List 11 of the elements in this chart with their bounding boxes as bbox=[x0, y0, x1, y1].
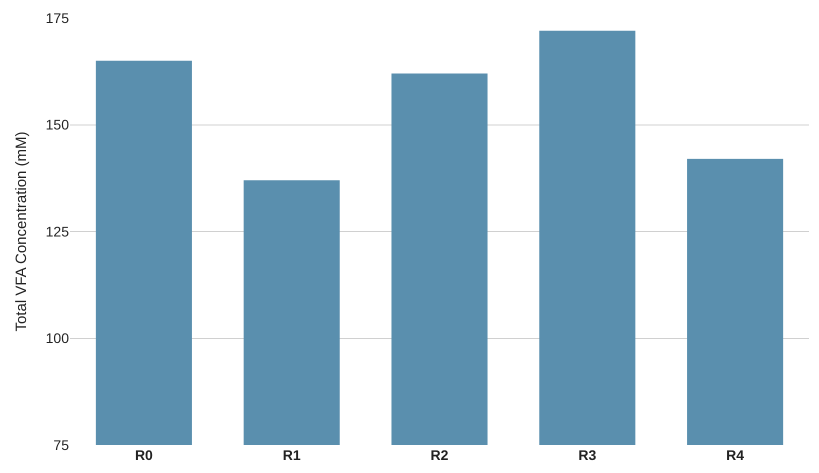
x-tick-label: R3 bbox=[578, 447, 596, 463]
x-tick-label: R4 bbox=[726, 447, 744, 463]
y-tick-label: 150 bbox=[46, 116, 70, 133]
x-tick-label: R2 bbox=[430, 447, 449, 463]
y-tick-label: 175 bbox=[46, 10, 70, 26]
y-axis-title: Total VFA Concentration (mM) bbox=[12, 131, 30, 332]
y-tick-label: 100 bbox=[46, 330, 70, 346]
y-tick-label: 125 bbox=[46, 223, 70, 240]
x-tick-label: R1 bbox=[282, 447, 301, 463]
y-tick-label: 75 bbox=[53, 436, 70, 453]
x-tick-label: R0 bbox=[134, 447, 154, 463]
